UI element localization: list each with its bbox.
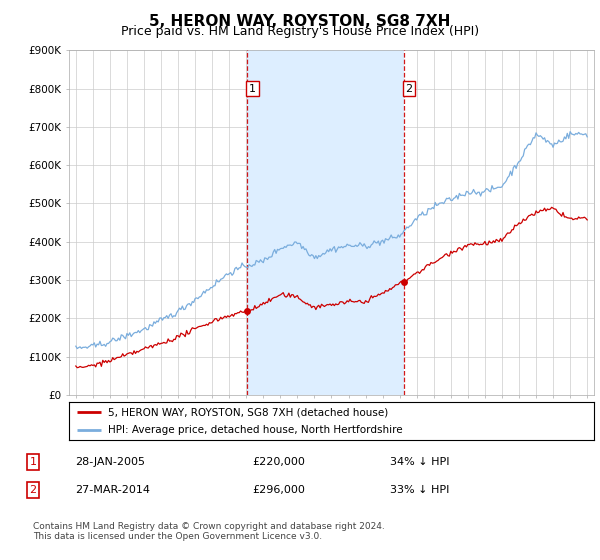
Text: 33% ↓ HPI: 33% ↓ HPI [390,485,449,495]
Text: £220,000: £220,000 [252,457,305,467]
Text: 1: 1 [29,457,37,467]
Text: 2: 2 [29,485,37,495]
Bar [247,50,404,395]
Text: 5, HERON WAY, ROYSTON, SG8 7XH (detached house): 5, HERON WAY, ROYSTON, SG8 7XH (detached… [109,407,389,417]
Text: 27-MAR-2014: 27-MAR-2014 [75,485,150,495]
Text: 2: 2 [406,83,412,94]
Text: £296,000: £296,000 [252,485,305,495]
Text: Price paid vs. HM Land Registry's House Price Index (HPI): Price paid vs. HM Land Registry's House … [121,25,479,38]
Text: Contains HM Land Registry data © Crown copyright and database right 2024.
This d: Contains HM Land Registry data © Crown c… [33,522,385,542]
Text: 5, HERON WAY, ROYSTON, SG8 7XH: 5, HERON WAY, ROYSTON, SG8 7XH [149,14,451,29]
Text: 34% ↓ HPI: 34% ↓ HPI [390,457,449,467]
Text: 28-JAN-2005: 28-JAN-2005 [75,457,145,467]
Text: HPI: Average price, detached house, North Hertfordshire: HPI: Average price, detached house, Nort… [109,425,403,435]
Text: 1: 1 [249,83,256,94]
